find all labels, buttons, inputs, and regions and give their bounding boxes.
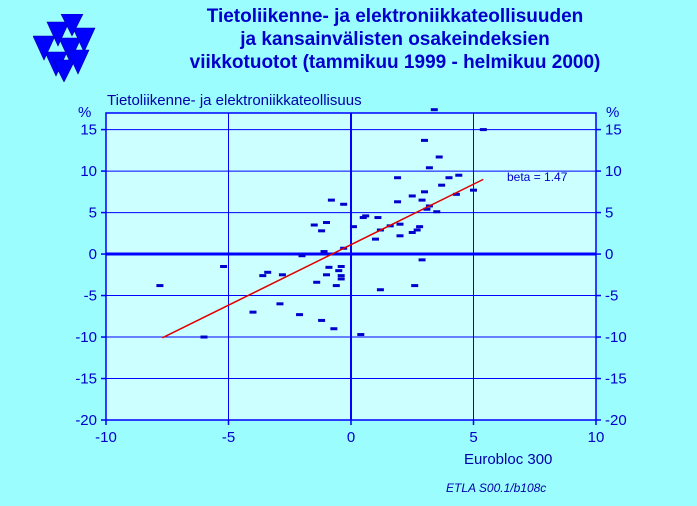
data-point: [418, 258, 426, 262]
x-tick-label: 5: [469, 429, 477, 446]
data-point: [479, 128, 487, 132]
data-point: [323, 221, 330, 225]
y-tick-label-left: 10: [80, 163, 97, 180]
data-point: [435, 155, 443, 159]
data-point: [445, 176, 453, 180]
data-point: [433, 210, 441, 214]
y-tick-label-right: -10: [605, 329, 627, 346]
x-axis-label: Eurobloc 300: [464, 451, 553, 468]
data-point: [296, 313, 304, 317]
data-point: [330, 327, 338, 331]
data-point: [337, 274, 345, 278]
y-tick-label-right: 0: [605, 246, 613, 263]
data-point: [394, 200, 402, 204]
x-tick-label: -10: [95, 429, 117, 446]
data-point: [438, 183, 446, 187]
data-point: [408, 194, 416, 198]
data-point: [421, 138, 428, 142]
data-point: [313, 280, 321, 284]
data-point: [337, 277, 345, 281]
data-point: [325, 265, 333, 269]
data-point: [318, 318, 326, 322]
data-point: [421, 190, 428, 194]
data-point: [335, 269, 343, 273]
title-line-2: ja kansainvälisten osakeindeksien: [240, 29, 550, 50]
etla-logo-icon: [33, 14, 96, 82]
data-point: [423, 207, 431, 211]
data-point: [327, 198, 335, 202]
data-point: [259, 274, 267, 278]
y-axis-unit-left: %: [78, 104, 91, 121]
data-point: [408, 230, 416, 234]
data-point: [340, 202, 348, 206]
data-point: [359, 216, 367, 220]
y-tick-label-left: 0: [89, 246, 97, 263]
data-point: [323, 273, 330, 277]
x-tick-label: 10: [588, 429, 605, 446]
title-line-3: viikkotuotot (tammikuu 1999 - helmikuu 2…: [189, 52, 601, 73]
data-point: [455, 173, 463, 177]
y-tick-label-left: -10: [75, 329, 97, 346]
data-point: [470, 188, 477, 192]
data-point: [416, 225, 424, 229]
data-point: [357, 333, 365, 337]
data-point: [418, 198, 426, 202]
data-points: [156, 108, 487, 339]
data-point: [413, 228, 421, 232]
y-axis-unit-right: %: [606, 104, 619, 121]
y-tick-label-left: -20: [75, 412, 97, 429]
data-point: [318, 229, 326, 233]
data-point: [430, 108, 438, 112]
data-point: [276, 302, 284, 306]
data-point: [396, 222, 404, 226]
data-point: [349, 225, 357, 229]
y-tick-label-left: 15: [80, 122, 97, 139]
title-line-1: Tietoliikenne- ja elektroniikkateollisuu…: [206, 6, 584, 27]
y-tick-label-right: -15: [605, 371, 627, 388]
data-point: [394, 176, 402, 180]
y-tick-label-right: 15: [605, 122, 622, 139]
chart-subtitle: Tietoliikenne- ja elektroniikkateollisuu…: [107, 92, 362, 109]
data-point: [249, 310, 257, 314]
x-tick-label: -5: [222, 429, 235, 446]
data-point: [376, 288, 384, 292]
data-point: [372, 237, 379, 241]
data-point: [200, 335, 208, 339]
source-credit: ETLA S00.1/b108c: [446, 481, 547, 495]
y-tick-label-left: 5: [89, 205, 97, 222]
data-point: [374, 216, 382, 220]
y-tick-label-right: -5: [605, 288, 618, 305]
data-point: [362, 214, 370, 218]
data-point: [411, 284, 419, 288]
x-tick-label: 0: [347, 429, 355, 446]
data-point: [278, 273, 286, 277]
beta-annotation: beta = 1.47: [507, 170, 568, 184]
y-tick-label-right: -20: [605, 412, 627, 429]
data-point: [337, 265, 345, 268]
data-point: [264, 270, 272, 274]
y-tick-label-right: 10: [605, 163, 622, 180]
data-point: [298, 254, 306, 258]
data-point: [452, 192, 460, 196]
trend-line: [162, 178, 484, 339]
y-tick-label-right: 5: [605, 205, 613, 222]
data-point: [156, 284, 164, 288]
data-point: [425, 166, 433, 170]
data-point: [396, 234, 404, 238]
y-tick-label-left: -15: [75, 371, 97, 388]
y-tick-label-left: -5: [84, 288, 97, 305]
data-point: [220, 265, 228, 268]
data-point: [332, 284, 340, 288]
trend-line-group: [162, 178, 484, 339]
data-point: [320, 250, 328, 254]
data-point: [310, 223, 318, 227]
